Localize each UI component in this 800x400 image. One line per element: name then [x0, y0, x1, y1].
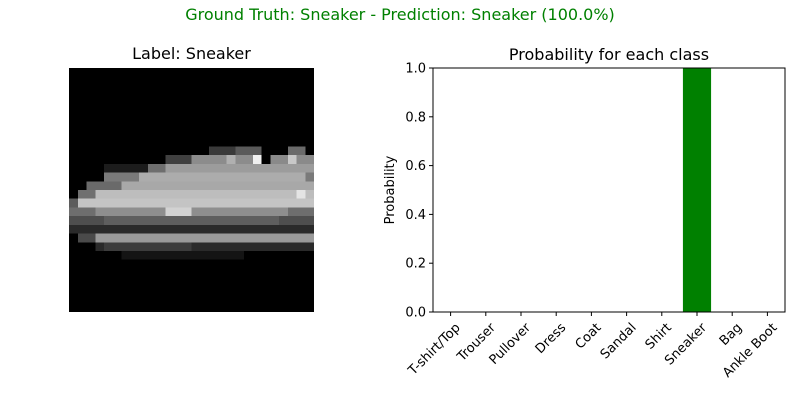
x-tick-label: Shirt — [643, 320, 675, 352]
y-tick-label: 0.2 — [405, 257, 426, 272]
x-tick-label: Coat — [573, 320, 605, 352]
x-tick-label: T-shirt/Top — [405, 320, 464, 379]
bar-sneaker — [682, 68, 712, 312]
figure-suptitle: Ground Truth: Sneaker - Prediction: Snea… — [185, 5, 615, 24]
y-tick-label: 0.4 — [405, 208, 426, 223]
x-tick-label: Sandal — [598, 320, 640, 362]
y-tick-label: 0.8 — [405, 110, 426, 125]
y-tick-label: 1.0 — [405, 62, 426, 77]
y-tick-label: 0.6 — [405, 159, 426, 174]
image-panel-title: Label: Sneaker — [132, 44, 251, 63]
y-tick-label: 0.0 — [405, 306, 426, 321]
chart-title: Probability for each class — [509, 45, 709, 64]
plot-frame — [432, 67, 786, 313]
y-axis-label: Probability — [383, 155, 398, 224]
x-tick-label: Dress — [533, 320, 570, 357]
sneaker-image — [69, 68, 314, 312]
x-tick-label: Bag — [717, 320, 745, 348]
